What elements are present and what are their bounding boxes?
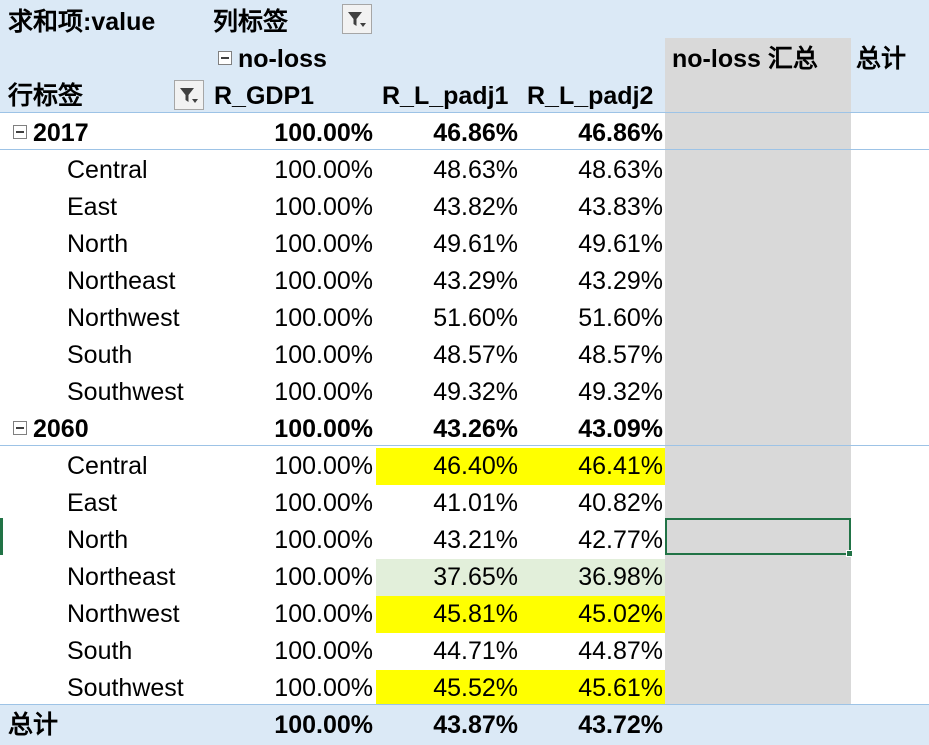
- row-highlight: [376, 596, 665, 633]
- filter-icon: [348, 12, 366, 27]
- value-cell-padj1[interactable]: 41.01%: [433, 489, 518, 517]
- grand-total-row-label: 总计: [8, 711, 59, 739]
- row-label: South: [67, 341, 133, 369]
- value-cell-padj1[interactable]: 45.52%: [433, 674, 518, 702]
- value-cell-padj1[interactable]: 44.71%: [433, 637, 518, 665]
- value-cell-gdp1[interactable]: 100.00%: [274, 341, 373, 369]
- grand-total-row-background: [0, 704, 929, 745]
- column-group-label: no-loss: [238, 45, 327, 73]
- value-cell-padj1[interactable]: 51.60%: [433, 304, 518, 332]
- value-cell-gdp1[interactable]: 100.00%: [274, 489, 373, 517]
- value-cell-padj1[interactable]: 48.63%: [433, 156, 518, 184]
- group-2060-total-padj2[interactable]: 43.09%: [578, 415, 663, 443]
- value-field-label: 求和项:value: [8, 8, 156, 36]
- selected-cell[interactable]: [665, 518, 851, 555]
- group-2017-total-gdp1[interactable]: 100.00%: [274, 119, 373, 147]
- value-cell-padj2[interactable]: 40.82%: [578, 489, 663, 517]
- value-cell-gdp1[interactable]: 100.00%: [274, 304, 373, 332]
- value-cell-gdp1[interactable]: 100.00%: [274, 637, 373, 665]
- row-highlight: [376, 559, 665, 596]
- row-filter-button[interactable]: [174, 80, 204, 110]
- row-label: Northwest: [67, 600, 180, 628]
- group-2060-total-gdp1[interactable]: 100.00%: [274, 415, 373, 443]
- collapse-2060-button[interactable]: [13, 421, 27, 435]
- value-cell-gdp1[interactable]: 100.00%: [274, 156, 373, 184]
- value-cell-gdp1[interactable]: 100.00%: [274, 230, 373, 258]
- group-2017-label: 2017: [33, 119, 89, 147]
- value-cell-gdp1[interactable]: 100.00%: [274, 563, 373, 591]
- column-header-r-l-padj2: R_L_padj2: [527, 82, 654, 110]
- value-cell-padj2[interactable]: 46.41%: [578, 452, 663, 480]
- grand-total-padj2[interactable]: 43.72%: [578, 711, 663, 739]
- column-header-r-gdp1: R_GDP1: [214, 82, 315, 110]
- collapse-no-loss-button[interactable]: [218, 51, 232, 65]
- value-cell-padj1[interactable]: 37.65%: [433, 563, 518, 591]
- value-cell-padj2[interactable]: 48.63%: [578, 156, 663, 184]
- group-2017-total-padj2[interactable]: 46.86%: [578, 119, 663, 147]
- value-cell-padj1[interactable]: 43.21%: [433, 526, 518, 554]
- row-highlight: [376, 670, 665, 707]
- row-label: East: [67, 489, 118, 517]
- row-highlight: [376, 448, 665, 485]
- value-cell-padj2[interactable]: 43.29%: [578, 267, 663, 295]
- filter-icon: [180, 88, 198, 103]
- value-cell-padj2[interactable]: 49.32%: [578, 378, 663, 406]
- row-label: Northeast: [67, 267, 176, 295]
- value-cell-padj2[interactable]: 42.77%: [578, 526, 663, 554]
- grand-total-gdp1[interactable]: 100.00%: [274, 711, 373, 739]
- row-label: Southwest: [67, 378, 184, 406]
- value-cell-gdp1[interactable]: 100.00%: [274, 193, 373, 221]
- row-label: Northwest: [67, 304, 180, 332]
- value-cell-padj1[interactable]: 46.40%: [433, 452, 518, 480]
- value-cell-padj2[interactable]: 48.57%: [578, 341, 663, 369]
- value-cell-padj1[interactable]: 43.82%: [433, 193, 518, 221]
- group-2060-total-padj1[interactable]: 43.26%: [433, 415, 518, 443]
- row-label: North: [67, 230, 129, 258]
- value-cell-gdp1[interactable]: 100.00%: [274, 674, 373, 702]
- value-cell-padj1[interactable]: 48.57%: [433, 341, 518, 369]
- value-cell-gdp1[interactable]: 100.00%: [274, 267, 373, 295]
- value-cell-padj1[interactable]: 43.29%: [433, 267, 518, 295]
- value-cell-gdp1[interactable]: 100.00%: [274, 378, 373, 406]
- subtotal-column-header: no-loss 汇总: [672, 45, 818, 73]
- value-cell-padj1[interactable]: 49.32%: [433, 378, 518, 406]
- value-cell-padj2[interactable]: 43.83%: [578, 193, 663, 221]
- group-2017-total-padj1[interactable]: 46.86%: [433, 119, 518, 147]
- group-divider: [0, 149, 929, 150]
- row-label: Northeast: [67, 563, 176, 591]
- column-header-r-l-padj1: R_L_padj1: [382, 82, 509, 110]
- row-label: Central: [67, 156, 148, 184]
- grand-total-divider: [0, 704, 929, 705]
- collapse-2017-button[interactable]: [13, 125, 27, 139]
- row-label: East: [67, 193, 118, 221]
- row-label: Southwest: [67, 674, 184, 702]
- value-cell-gdp1[interactable]: 100.00%: [274, 600, 373, 628]
- row-label: Central: [67, 452, 148, 480]
- value-cell-padj1[interactable]: 45.81%: [433, 600, 518, 628]
- header-divider: [0, 112, 929, 113]
- row-labels-header: 行标签: [8, 82, 84, 110]
- active-row-marker: [0, 518, 3, 555]
- column-labels-header: 列标签: [213, 8, 289, 36]
- subtotal-column-fill: [665, 38, 851, 704]
- value-cell-gdp1[interactable]: 100.00%: [274, 526, 373, 554]
- row-label: North: [67, 526, 129, 554]
- value-cell-gdp1[interactable]: 100.00%: [274, 452, 373, 480]
- value-cell-padj2[interactable]: 49.61%: [578, 230, 663, 258]
- group-2060-label: 2060: [33, 415, 89, 443]
- value-cell-padj2[interactable]: 45.61%: [578, 674, 663, 702]
- fill-handle[interactable]: [846, 550, 853, 557]
- value-cell-padj2[interactable]: 45.02%: [578, 600, 663, 628]
- value-cell-padj2[interactable]: 51.60%: [578, 304, 663, 332]
- column-filter-button[interactable]: [342, 4, 372, 34]
- value-cell-padj2[interactable]: 44.87%: [578, 637, 663, 665]
- value-cell-padj2[interactable]: 36.98%: [578, 563, 663, 591]
- group-divider: [0, 445, 929, 446]
- row-label: South: [67, 637, 133, 665]
- grand-total-column-header: 总计: [856, 45, 907, 73]
- grand-total-padj1[interactable]: 43.87%: [433, 711, 518, 739]
- value-cell-padj1[interactable]: 49.61%: [433, 230, 518, 258]
